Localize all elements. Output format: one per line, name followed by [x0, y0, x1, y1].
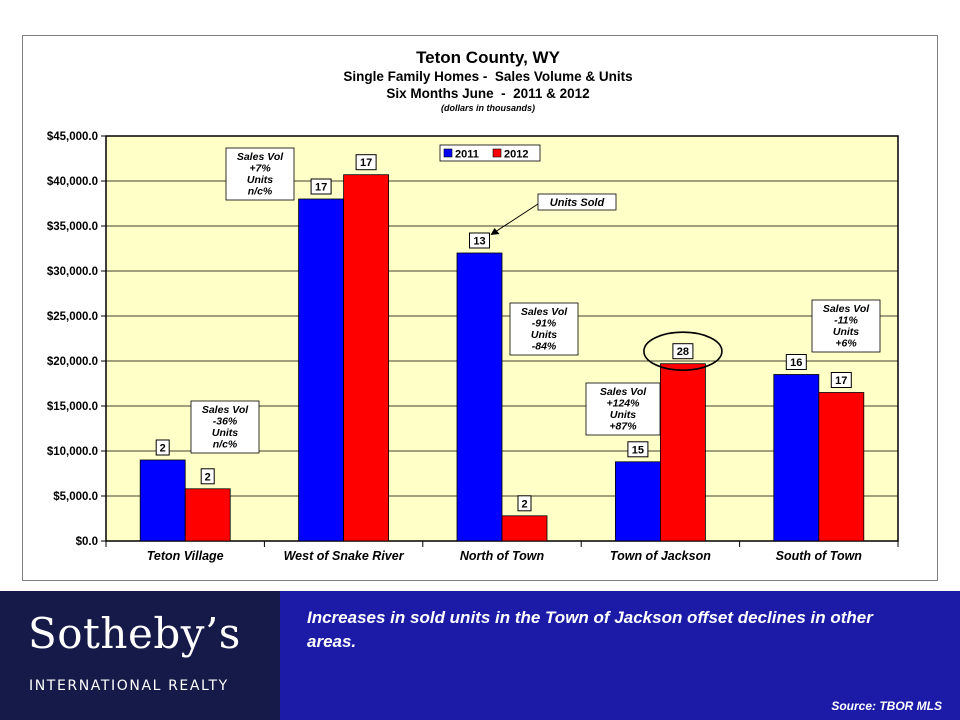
annotation-box — [225, 147, 295, 201]
legend-label-2011: 2011 — [455, 149, 479, 161]
annotation-text: n/c% — [213, 439, 238, 451]
unit-label-box — [355, 154, 377, 171]
annotation-box — [811, 299, 881, 353]
bar-2011 — [615, 461, 661, 542]
annotation-text: Units — [833, 326, 859, 338]
logo-panel: Sotheby’s INTERNATIONAL REALTY — [0, 591, 280, 720]
chart: Teton County, WY Single Family Homes - Sa… — [22, 35, 938, 581]
annotation-text: -11% — [834, 315, 858, 327]
unit-label: 2 — [205, 471, 211, 483]
chart-title: Teton County, WY — [416, 48, 561, 67]
unit-label-box — [785, 354, 807, 370]
logo-subtitle: INTERNATIONAL REALTY — [29, 678, 229, 694]
unit-label: 15 — [632, 444, 644, 456]
highlight-circle — [643, 331, 723, 372]
unit-label-box — [830, 372, 852, 388]
annotation-box — [509, 302, 579, 356]
legend-label-2012: 2012 — [504, 149, 528, 161]
annotation-text: Units — [212, 427, 238, 439]
annotation-text: +124% — [607, 398, 641, 410]
annotation-box — [190, 400, 260, 454]
y-tick-label: $20,000.0 — [47, 356, 98, 368]
unit-label: 2 — [160, 443, 166, 455]
annotation-text: +6% — [835, 338, 857, 350]
annotation-text: Sales Vol — [237, 151, 284, 163]
y-tick-label: $15,000.0 — [47, 401, 98, 413]
x-tick-label: Town of Jackson — [610, 549, 711, 563]
unit-label: 28 — [677, 346, 689, 358]
bar-2011 — [456, 252, 503, 542]
unit-label: 2 — [521, 498, 527, 510]
unit-label-box — [155, 439, 170, 456]
unit-label-box — [200, 468, 215, 485]
annotation-text: Units — [610, 409, 636, 421]
annotation-text: Sales Vol — [823, 303, 870, 315]
chart-subtitle-2: Six Months June - 2011 & 2012 — [386, 86, 589, 101]
y-tick-label: $30,000.0 — [47, 266, 98, 278]
legend-swatch-2012 — [492, 148, 502, 158]
bar-2012 — [660, 363, 706, 542]
bar-2012 — [818, 392, 865, 542]
callout-box — [537, 193, 617, 211]
unit-label: 17 — [835, 375, 847, 387]
annotation-text: Sales Vol — [521, 306, 568, 318]
y-tick-label: $45,000.0 — [47, 131, 98, 143]
bar-2011 — [773, 374, 820, 542]
annotation-text: Units — [531, 329, 557, 341]
chart-subtitle-1: Single Family Homes - Sales Volume & Uni… — [343, 69, 632, 84]
x-tick-label: West of Snake River — [284, 549, 405, 563]
y-tick-label: $25,000.0 — [47, 311, 98, 323]
unit-label: 17 — [315, 182, 327, 194]
unit-label-box — [672, 343, 694, 360]
unit-label: 13 — [473, 236, 485, 248]
callout-arrow — [493, 203, 539, 234]
callout-arrowhead — [490, 228, 500, 235]
legend-swatch-2011 — [443, 148, 453, 158]
callout-text: Units Sold — [550, 197, 605, 209]
footer-message: Increases in sold units in the Town of J… — [307, 608, 873, 651]
x-tick-label: Teton Village — [147, 549, 224, 563]
bar-2012 — [184, 488, 231, 542]
unit-label-box — [517, 495, 532, 512]
chart-frame: Teton County, WY Single Family Homes - Sa… — [22, 35, 938, 581]
annotation-text: -36% — [213, 416, 238, 428]
logo-wordmark: Sotheby’s — [28, 609, 241, 658]
unit-label: 16 — [790, 357, 802, 369]
source-credit: Source: TBOR MLS — [831, 699, 942, 713]
footer-banner: Sotheby’s INTERNATIONAL REALTY Increases… — [0, 591, 960, 720]
y-tick-label: $35,000.0 — [47, 221, 98, 233]
x-tick-label: South of Town — [776, 549, 863, 563]
annotation-text: -91% — [532, 318, 557, 330]
annotation-text: Sales Vol — [202, 404, 249, 416]
y-tick-label: $0.0 — [76, 536, 98, 548]
bar-2012 — [501, 515, 548, 542]
unit-label-box — [627, 441, 649, 458]
y-tick-label: $40,000.0 — [47, 176, 98, 188]
bar-2011 — [298, 198, 345, 542]
annotation-text: +87% — [609, 421, 637, 433]
unit-label: 17 — [360, 157, 372, 169]
annotation-box — [585, 382, 661, 436]
chart-note: (dollars in thousands) — [441, 103, 535, 113]
annotation-text: Units — [247, 174, 273, 186]
legend-box — [439, 144, 541, 162]
annotation-text: n/c% — [248, 186, 273, 198]
x-tick-label: North of Town — [460, 549, 545, 563]
y-tick-label: $5,000.0 — [53, 491, 98, 503]
unit-label-box — [469, 232, 490, 249]
unit-label-box — [310, 178, 332, 195]
annotation-text: Sales Vol — [600, 386, 647, 398]
bar-2012 — [343, 174, 390, 542]
message-panel: Increases in sold units in the Town of J… — [280, 591, 960, 720]
bar-2011 — [139, 459, 186, 542]
y-tick-label: $10,000.0 — [47, 446, 98, 458]
annotation-text: +7% — [249, 163, 271, 175]
annotation-text: -84% — [532, 341, 557, 353]
